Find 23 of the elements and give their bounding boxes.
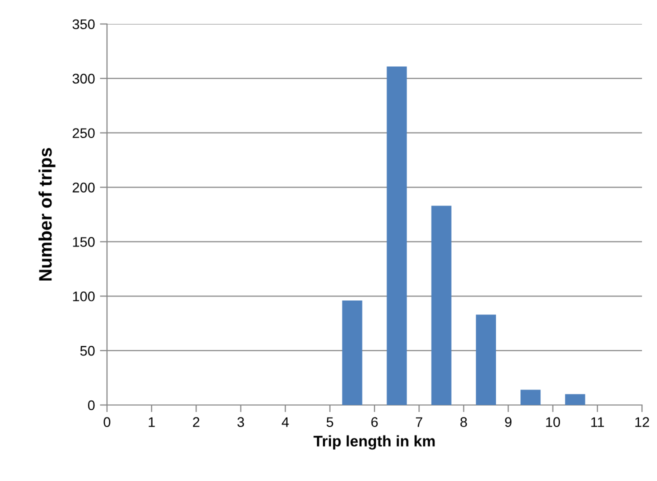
y-tick-label: 0 bbox=[88, 400, 95, 410]
x-tick-label: 1 bbox=[148, 417, 155, 427]
x-tick-label: 8 bbox=[460, 417, 467, 428]
x-tick-label: 5 bbox=[326, 417, 334, 428]
x-tick-label: 12 bbox=[635, 417, 650, 427]
x-tick-label: 0 bbox=[104, 417, 110, 428]
x-tick-label: 7 bbox=[416, 417, 422, 427]
x-tick-label: 3 bbox=[237, 417, 244, 428]
y-tick-label: 100 bbox=[73, 291, 95, 302]
y-tick-label: 250 bbox=[72, 128, 95, 138]
y-tick-label: 300 bbox=[72, 74, 95, 84]
y-tick-label: 200 bbox=[72, 182, 95, 192]
y-tick-label: 150 bbox=[73, 237, 95, 247]
x-axis-title: Trip length in km bbox=[314, 435, 435, 450]
x-tick-label: 2 bbox=[193, 417, 200, 427]
x-tick-label: 6 bbox=[371, 417, 378, 428]
x-tick-label: 4 bbox=[282, 417, 289, 427]
x-tick-label: 9 bbox=[505, 417, 512, 428]
y-axis-title: Number of trips bbox=[38, 148, 56, 280]
y-tick-label: 350 bbox=[72, 19, 95, 30]
x-tick-label: 11 bbox=[591, 417, 604, 427]
y-tick-label: 50 bbox=[80, 346, 95, 356]
x-tick-label: 10 bbox=[546, 417, 560, 428]
